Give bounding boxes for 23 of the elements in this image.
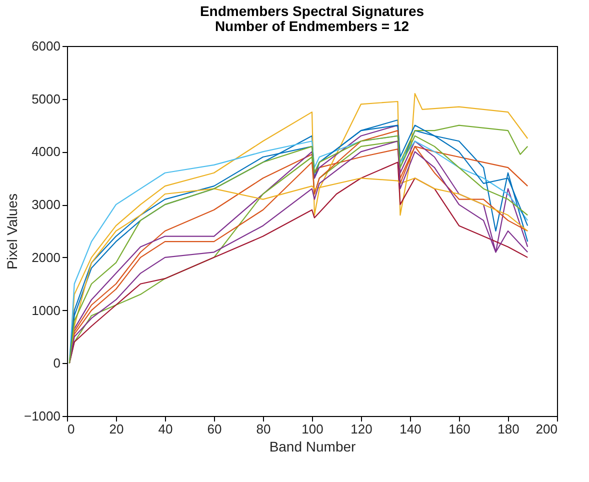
y-tick-label: 5000 [32, 91, 60, 106]
y-axis-title: Pixel Values [4, 193, 20, 270]
x-tick-label: 200 [536, 422, 558, 436]
chart-subtitle: Number of Endmembers = 12 [214, 18, 410, 34]
y-tick-label: 0 [53, 356, 60, 371]
x-tick-label: 0 [68, 422, 75, 436]
x-tick-label: 60 [207, 422, 222, 436]
y-tick-label: 4000 [32, 144, 60, 160]
x-tick-label: 140 [400, 422, 422, 436]
y-tick-label: 3000 [32, 197, 60, 212]
x-tick-label: 80 [256, 422, 271, 436]
x-tick-label: 40 [158, 422, 173, 436]
x-tick-label: 120 [350, 422, 372, 436]
y-tick-label: 2000 [32, 250, 60, 265]
x-tick-label: 160 [448, 422, 470, 436]
x-axis-title: Band Number [269, 438, 356, 454]
chart-title: Endmembers Spectral Signatures [200, 3, 424, 19]
x-tick-label: 100 [302, 422, 324, 436]
y-tick-label: −1000 [24, 408, 60, 424]
y-tick-label: 6000 [32, 38, 60, 54]
x-tick-label: 20 [109, 422, 124, 436]
x-tick-label: 180 [498, 422, 520, 436]
y-tick-label: 1000 [32, 302, 60, 318]
